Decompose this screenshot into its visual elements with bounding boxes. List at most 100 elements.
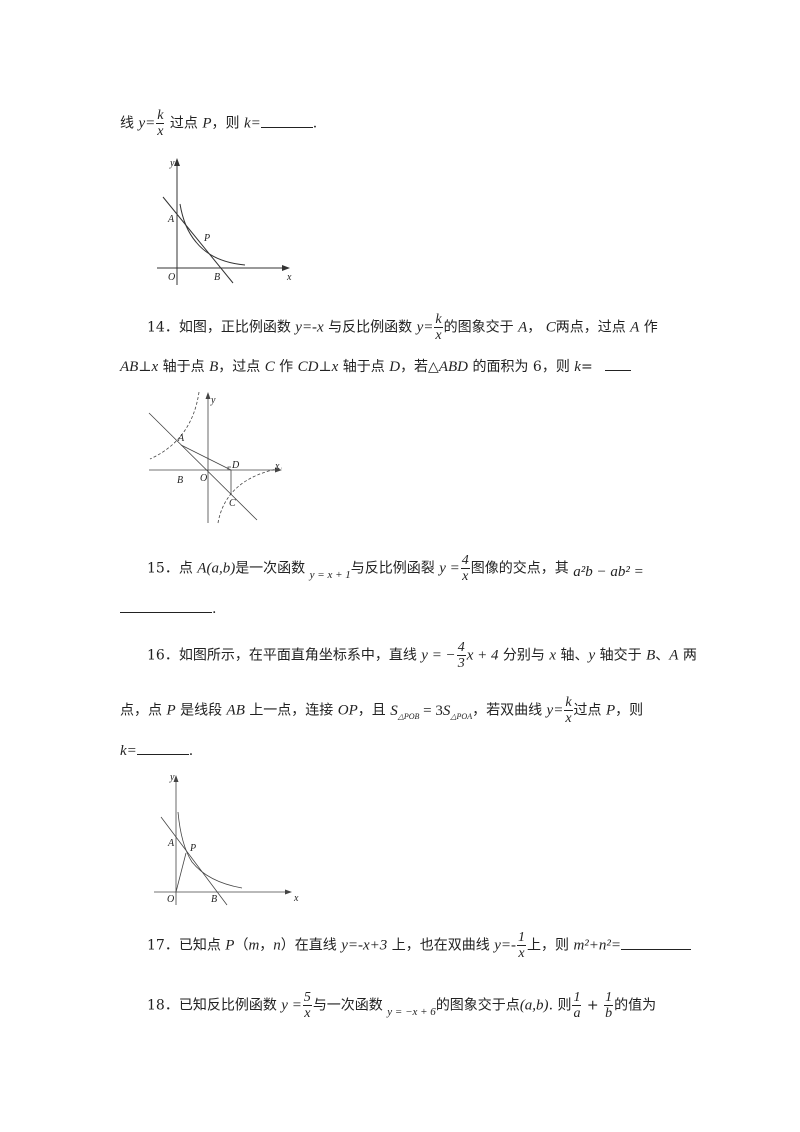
denominator: x [565, 711, 572, 726]
text: 如图，正比例函数 [178, 319, 291, 336]
math: AB [226, 702, 245, 719]
question-number: 18． [147, 997, 179, 1014]
math: △POA [450, 711, 473, 721]
text: . [188, 743, 194, 759]
text: 过点 [573, 702, 602, 719]
numerator: k [434, 312, 443, 328]
numerator: 5 [302, 990, 312, 1006]
answer-blank [621, 935, 692, 950]
math: C [264, 359, 275, 375]
label-o: O [167, 894, 174, 905]
text: 如图所示，在平面直角坐标系中，直线 [178, 647, 417, 664]
text: 轴、 [560, 647, 589, 664]
numerator: 4 [460, 553, 470, 569]
numerator: k [564, 695, 573, 711]
question-16-line-1: 16．如图所示，在平面直角坐标系中，直线 y = −4 3 x + 4 分别与 x … [147, 640, 697, 671]
question-14-line-2: AB⊥x 轴于点 B，过点 C 作 CD⊥x 轴于点 D，若△ABD 的面积为 … [120, 356, 632, 377]
text: 与反比例函裂 [350, 560, 435, 577]
label-d: D [231, 460, 240, 471]
text: 与一次函数 [312, 997, 383, 1014]
label-a: A [167, 214, 175, 225]
math: m²+n²= [573, 937, 622, 954]
label-y: y [169, 772, 175, 783]
text: 图像的交点，其 [470, 560, 569, 577]
math: n [273, 937, 281, 954]
text: 线 [120, 115, 134, 132]
numerator: 1 [604, 990, 614, 1006]
math: y= [546, 702, 564, 719]
segment-ad [180, 444, 232, 471]
math: a²b − ab² = [573, 563, 644, 580]
text: ，且 [357, 702, 386, 719]
math: B [209, 359, 219, 375]
question-number: 15． [147, 560, 179, 577]
math: y = −x + 6 [387, 1005, 436, 1018]
segment-op [175, 852, 187, 893]
text: . [312, 115, 318, 132]
question-16-line-3: k=. [120, 740, 193, 761]
text: ， [259, 937, 274, 954]
question-15-line-2: . [120, 598, 216, 619]
math: OP [337, 702, 358, 719]
text: 是一次函数 [235, 560, 306, 577]
denominator: x [518, 946, 525, 961]
math: y=- [494, 937, 516, 954]
text: ，则 [615, 702, 644, 719]
text: ，若△ [400, 359, 439, 375]
line-ab [160, 816, 228, 906]
label-o: O [168, 272, 175, 283]
math: y = − [421, 647, 456, 664]
math: x + 4 [466, 647, 499, 664]
math: P [202, 115, 212, 132]
question-number: 16． [147, 647, 179, 664]
text: 的图象交于点 [435, 997, 520, 1014]
question-number: 14． [147, 319, 179, 336]
math: D [389, 359, 401, 375]
denominator: x [304, 1006, 311, 1021]
math: S [442, 702, 451, 719]
text: 的值为 [614, 997, 657, 1014]
label-x: x [286, 272, 292, 283]
math: △POB [397, 711, 420, 721]
hyperbola-curve [179, 203, 246, 266]
math: y=-x+3 [341, 937, 388, 954]
denominator: 3 [457, 656, 465, 671]
denominator: x [462, 569, 469, 584]
text: . [212, 601, 217, 617]
numerator: 1 [517, 930, 526, 946]
math: A(a,b) [197, 560, 236, 577]
answer-blank [605, 356, 632, 371]
text: 点，点 [120, 702, 162, 719]
answer-blank [136, 740, 189, 755]
text: 轴于点 [342, 359, 385, 375]
math: y= [416, 319, 434, 336]
label-x: x [293, 893, 299, 904]
text: 、 [655, 647, 670, 664]
text: 过点 [169, 115, 198, 132]
denominator: x [157, 124, 164, 139]
answer-blank [260, 113, 313, 128]
text: 是线段 [180, 702, 223, 719]
right-angle-mark [227, 466, 231, 470]
math: ABD [438, 359, 469, 375]
label-c: C [229, 498, 236, 509]
answer-blank [120, 598, 212, 613]
math-area-expression: S△POB = 3S△POA [390, 702, 473, 721]
text: 的图象交于 [443, 319, 514, 336]
denominator: x [435, 328, 442, 343]
text: ）在直线 [280, 937, 337, 954]
arrow-icon [173, 775, 292, 895]
label-y: y [210, 395, 216, 406]
label-y: y [169, 158, 175, 169]
label-b: B [214, 272, 220, 283]
question-16-line-2: 点，点 P 是线段 AB 上一点，连接 OP，且 S△POB = 3S△POA，… [120, 695, 643, 727]
text: 作 [279, 359, 294, 375]
math: CD [297, 359, 319, 375]
text: 两 [682, 647, 697, 664]
math: x [549, 647, 557, 664]
